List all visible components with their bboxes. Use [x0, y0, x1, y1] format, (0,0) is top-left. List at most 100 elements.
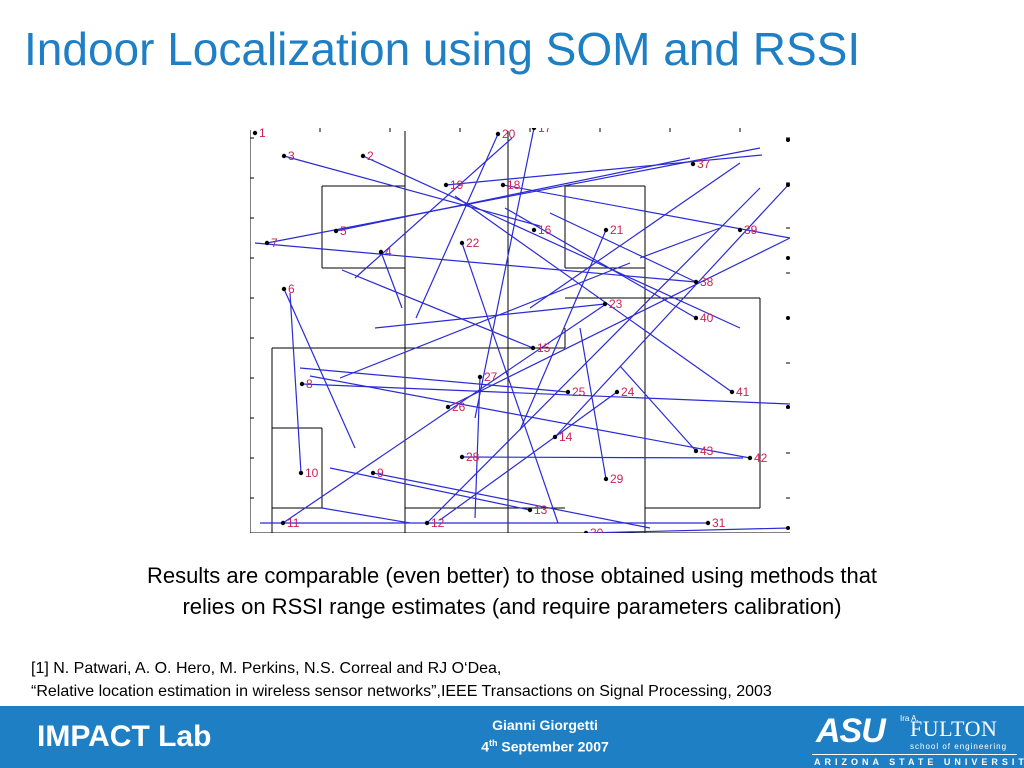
node-label: 43 — [700, 444, 714, 458]
error-segment — [461, 242, 559, 524]
node-marker — [603, 227, 609, 233]
node-label: 30 — [590, 526, 604, 533]
edge-marker — [786, 256, 790, 260]
edge-marker — [786, 526, 790, 530]
node-label: 24 — [621, 385, 635, 399]
node-marker — [565, 389, 571, 395]
error-segment — [309, 375, 751, 459]
error-segment — [439, 391, 618, 521]
error-segment — [372, 472, 651, 529]
node-label: 42 — [754, 451, 768, 465]
node-label: 19 — [450, 178, 464, 192]
caption-line-2: relies on RSSI range estimates (and requ… — [182, 594, 842, 619]
node-label: 10 — [305, 466, 319, 480]
node-label: 27 — [484, 370, 498, 384]
node-marker — [552, 434, 558, 440]
node-marker — [614, 389, 620, 395]
error-segment — [283, 155, 541, 227]
node-marker — [443, 182, 449, 188]
reference-line-2: “Relative location estimation in wireles… — [31, 683, 772, 700]
error-segment — [329, 467, 531, 511]
node-marker — [690, 161, 696, 167]
node-marker — [500, 182, 506, 188]
error-segment — [579, 327, 607, 480]
node-label: 12 — [431, 516, 445, 530]
node-marker — [583, 530, 589, 533]
error-segment — [339, 262, 631, 379]
edge-marker — [786, 183, 790, 187]
node-label: 8 — [306, 377, 313, 391]
footer-bar: IMPACT Lab Gianni Giorgetti 4th Septembe… — [0, 706, 1024, 768]
error-segment — [504, 207, 697, 319]
node-label: 2 — [367, 149, 374, 163]
node-label: 4 — [385, 245, 392, 259]
node-marker — [747, 455, 753, 461]
node-label: 28 — [466, 450, 480, 464]
node-marker — [530, 345, 536, 351]
error-segment — [426, 187, 761, 524]
node-label: 11 — [287, 516, 300, 530]
reference: [1] N. Patwari, A. O. Hero, M. Perkins, … — [31, 657, 772, 703]
error-segment — [341, 269, 534, 349]
node-label: 13 — [534, 503, 548, 517]
node-label: 20 — [502, 128, 516, 141]
node-label: 29 — [610, 472, 624, 486]
presenter-name: Gianni Giorgetti — [492, 717, 598, 733]
node-label: 16 — [538, 223, 552, 237]
node-label: 41 — [736, 385, 750, 399]
slide-title: Indoor Localization using SOM and RSSI — [24, 23, 861, 75]
asu-logo-small: Ira A. — [900, 714, 919, 723]
node-label: 17 — [538, 128, 552, 135]
node-marker — [333, 228, 339, 234]
node-marker — [729, 389, 735, 395]
node-marker — [370, 470, 376, 476]
node-marker — [445, 404, 451, 410]
node-marker — [299, 381, 305, 387]
error-segment — [289, 292, 302, 474]
node-marker — [281, 286, 287, 292]
error-segment — [301, 383, 790, 405]
asu-logo-mark: ASU — [816, 712, 886, 750]
node-label: 40 — [700, 311, 714, 325]
node-marker — [424, 520, 430, 526]
date-day: 4 — [481, 738, 489, 755]
error-segment — [502, 184, 790, 239]
edge-marker — [786, 405, 790, 409]
error-segment — [454, 195, 733, 393]
edge-marker — [786, 138, 790, 142]
error-segment — [474, 376, 481, 519]
results-caption: Results are comparable (even better) to … — [0, 560, 1024, 622]
node-marker — [252, 130, 258, 136]
edge-marker — [786, 316, 790, 320]
node-marker — [298, 470, 304, 476]
asu-logo-university: ARIZONA STATE UNIVERSITY — [814, 757, 1024, 767]
node-marker — [378, 249, 384, 255]
node-label: 25 — [572, 385, 586, 399]
error-segment — [374, 303, 606, 329]
error-segment — [519, 229, 607, 431]
reference-line-1: [1] N. Patwari, A. O. Hero, M. Perkins, … — [31, 660, 502, 677]
node-marker — [527, 507, 533, 513]
node-marker — [280, 520, 286, 526]
node-label: 9 — [377, 466, 384, 480]
node-marker — [281, 153, 287, 159]
node-marker — [477, 374, 483, 380]
node-marker — [603, 476, 609, 482]
error-segment — [266, 147, 761, 244]
error-segment — [354, 137, 513, 279]
date-rest: September 2007 — [497, 738, 609, 755]
node-marker — [705, 520, 711, 526]
lab-name: IMPACT Lab — [37, 720, 212, 753]
error-segment — [321, 507, 411, 524]
date-suffix: th — [489, 738, 498, 748]
node-marker — [693, 279, 699, 285]
localization-plot: 1 2 3 4 5 6 7 8 9 10 11 12 13 14 15 16 17 18 19 20 21 22 23 24 2… — [250, 128, 790, 533]
error-segment — [549, 212, 697, 283]
node-marker — [602, 301, 608, 307]
node-marker — [264, 240, 270, 246]
error-segment — [445, 154, 763, 186]
node-label: 22 — [466, 236, 480, 250]
presenter-info: Gianni Giorgetti 4th September 2007 — [445, 716, 645, 756]
error-segment — [529, 162, 741, 309]
